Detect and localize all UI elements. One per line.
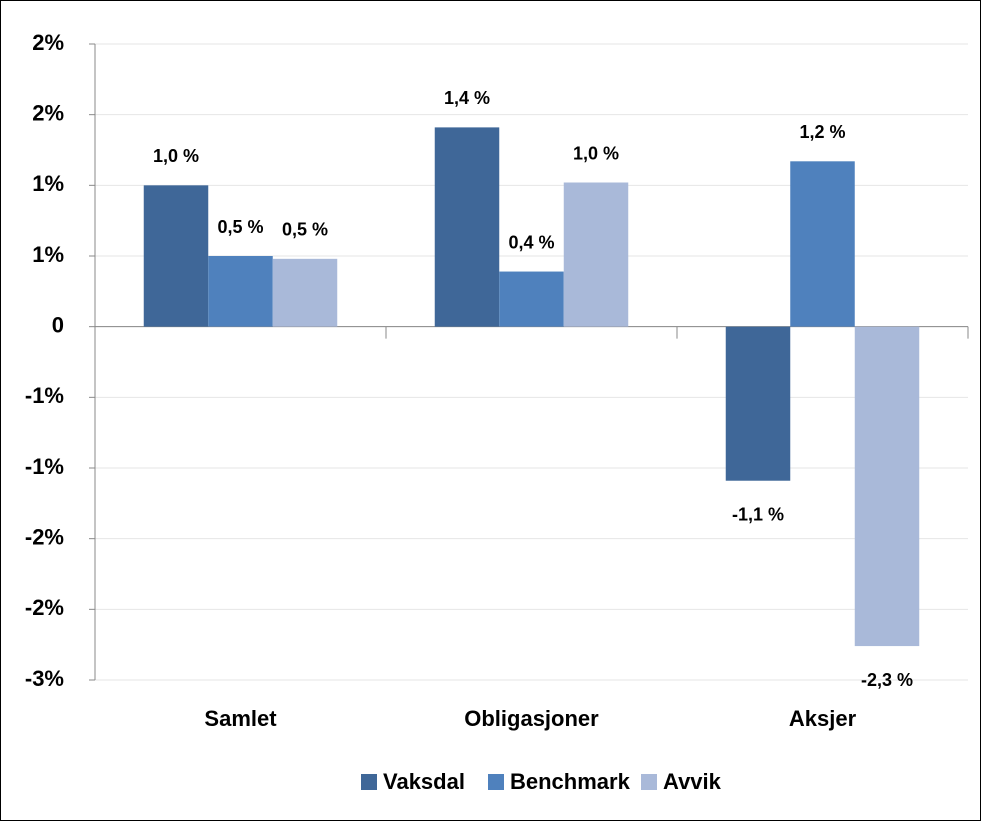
bar: [563, 182, 629, 327]
legend-swatch: [641, 774, 657, 790]
legend-swatch: [488, 774, 504, 790]
legend-swatch: [361, 774, 377, 790]
y-tick-label: 1%: [32, 171, 64, 196]
y-tick-label: 2%: [32, 30, 64, 55]
y-tick-label: 2%: [32, 100, 64, 125]
bar: [208, 256, 273, 327]
bar: [854, 326, 920, 647]
bar: [790, 161, 855, 327]
value-label: 0,5 %: [217, 217, 263, 237]
y-tick-label: -3%: [25, 666, 64, 691]
y-tick-label: 0: [52, 312, 64, 337]
legend-label: Avvik: [663, 769, 722, 794]
value-label: -2,3 %: [861, 670, 913, 690]
value-label: 0,5 %: [282, 220, 328, 240]
value-label: 1,4 %: [444, 88, 490, 108]
value-label: 0,4 %: [508, 232, 554, 252]
legend-label: Vaksdal: [383, 769, 465, 794]
value-label: 1,0 %: [573, 143, 619, 163]
value-label: 1,2 %: [799, 122, 845, 142]
y-tick-label: -1%: [25, 383, 64, 408]
bar: [272, 258, 338, 327]
y-tick-label: -1%: [25, 454, 64, 479]
value-label: 1,0 %: [153, 146, 199, 166]
x-tick-label: Obligasjoner: [464, 706, 599, 731]
y-tick-label: 1%: [32, 242, 64, 267]
bar: [499, 271, 564, 327]
bar: [434, 127, 500, 327]
bar: [725, 326, 791, 481]
y-tick-label: -2%: [25, 524, 64, 549]
x-tick-label: Samlet: [204, 706, 277, 731]
legend-label: Benchmark: [510, 769, 631, 794]
y-tick-label: -2%: [25, 595, 64, 620]
value-label: -1,1 %: [732, 504, 784, 524]
x-tick-label: Aksjer: [789, 706, 857, 731]
bar: [143, 185, 209, 327]
